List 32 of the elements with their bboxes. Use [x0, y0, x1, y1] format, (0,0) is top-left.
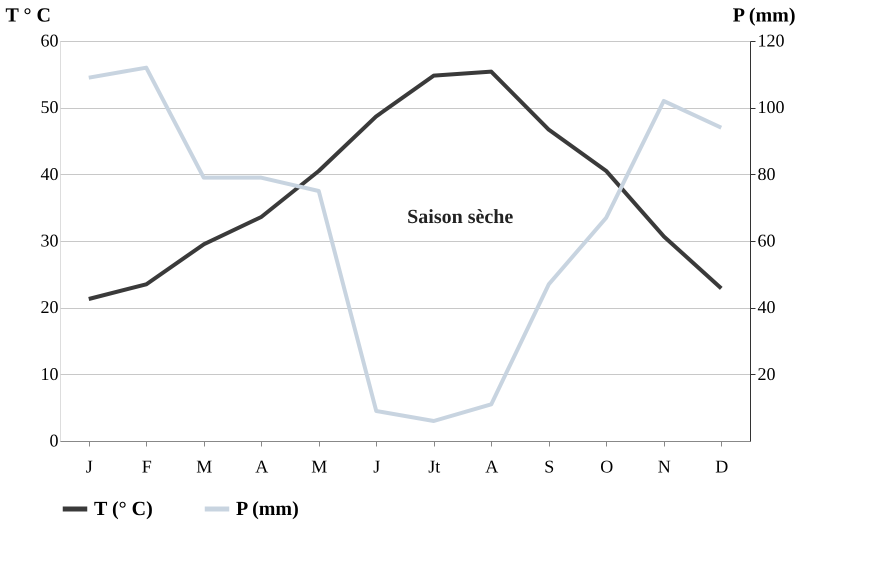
y2-tick-label: 20 [758, 364, 776, 384]
y-axis-title: T ° C [6, 4, 51, 26]
y2-tick-label: 120 [758, 30, 784, 50]
y-tick-label: 40 [40, 164, 58, 184]
line-series [86, 66, 724, 423]
x-tick-label: J [86, 456, 93, 476]
y-tick-label: 20 [40, 297, 58, 318]
y2-tick-label: 40 [758, 297, 776, 318]
x-tick-label: M [196, 456, 212, 476]
x-tick-label: M [311, 456, 328, 476]
line-series [86, 70, 724, 301]
x-tick-label: A [485, 456, 498, 476]
y-tick-label: 10 [40, 364, 58, 384]
y-tick-label: 60 [40, 30, 58, 50]
x-tick-label: O [600, 456, 614, 476]
legend-label: P (mm) [236, 498, 299, 520]
y-tick-label: 30 [40, 230, 58, 250]
x-tick-label: Jt [428, 456, 440, 476]
y-tick-label: 0 [50, 430, 58, 450]
x-tick-label: S [544, 456, 554, 476]
x-tick-label: F [142, 456, 152, 476]
x-tick-label: J [373, 456, 380, 476]
y2-tick-label: 100 [758, 97, 784, 118]
legend-label: T (° C) [94, 498, 153, 520]
x-tick-label: A [255, 456, 268, 476]
x-tick-label: N [658, 456, 671, 476]
y2-axis-title: P (mm) [732, 4, 796, 26]
y2-tick-label: 80 [758, 164, 776, 184]
y2-tick-label: 60 [758, 230, 776, 250]
x-tick-label: D [715, 456, 728, 476]
y-tick-label: 50 [40, 97, 58, 118]
annotation: Saison sèche [407, 206, 514, 228]
